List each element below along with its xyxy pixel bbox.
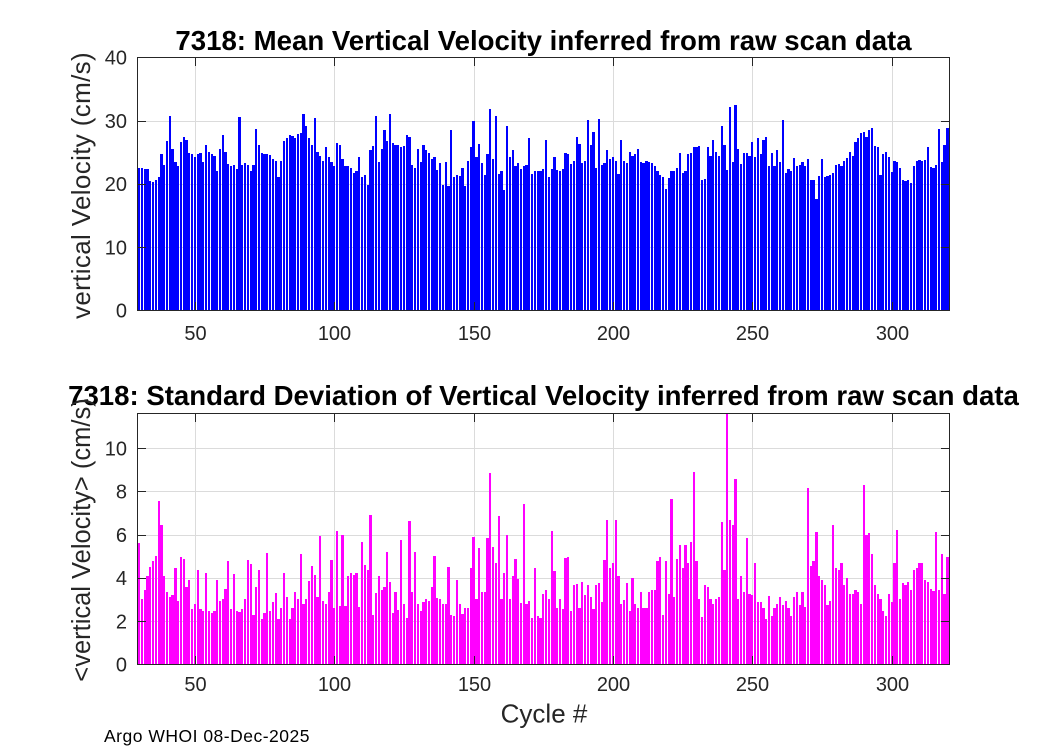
svg-text:2: 2 [116,611,127,633]
svg-text:100: 100 [318,323,351,345]
svg-text:200: 200 [597,323,630,345]
svg-text:100: 100 [318,674,351,696]
svg-text:40: 40 [105,48,127,70]
svg-text:Cycle #: Cycle # [501,699,588,729]
svg-text:4: 4 [116,568,127,590]
svg-text:30: 30 [105,111,127,133]
svg-text:250: 250 [736,323,769,345]
svg-text:Argo WHOI 08-Dec-2025: Argo WHOI 08-Dec-2025 [104,726,310,746]
svg-text:300: 300 [876,323,909,345]
svg-text:50: 50 [184,674,206,696]
svg-text:6: 6 [116,525,127,547]
svg-text:250: 250 [736,674,769,696]
svg-text:200: 200 [597,674,630,696]
svg-text:50: 50 [184,323,206,345]
svg-text:7318: Standard Deviation of Ve: 7318: Standard Deviation of Vertical Vel… [68,380,1019,411]
svg-text:0: 0 [116,301,127,323]
svg-text:300: 300 [876,674,909,696]
svg-text:20: 20 [105,174,127,196]
svg-text:10: 10 [105,438,127,460]
svg-text:10: 10 [105,237,127,259]
svg-text:vertical Velocity (cm/s): vertical Velocity (cm/s) [66,52,96,319]
svg-text:<vertical Velocity> (cm/s): <vertical Velocity> (cm/s) [68,398,96,681]
svg-text:150: 150 [458,323,491,345]
svg-text:150: 150 [458,674,491,696]
svg-text:7318: Mean Vertical Velocity i: 7318: Mean Vertical Velocity inferred fr… [175,25,912,56]
svg-text:8: 8 [116,482,127,504]
svg-text:0: 0 [116,655,127,677]
